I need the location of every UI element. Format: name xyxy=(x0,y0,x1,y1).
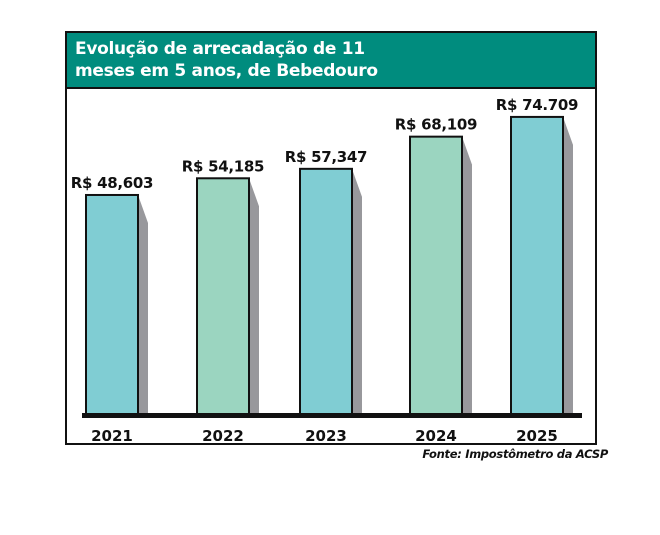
chart-frame: Evolução de arrecadação de 11 meses em 5… xyxy=(65,31,597,445)
chart-title: Evolução de arrecadação de 11 meses em 5… xyxy=(75,39,378,81)
source-note: Fonte: Impostômetro da ACSP xyxy=(422,447,608,461)
chart-header: Evolução de arrecadação de 11 meses em 5… xyxy=(67,33,595,89)
